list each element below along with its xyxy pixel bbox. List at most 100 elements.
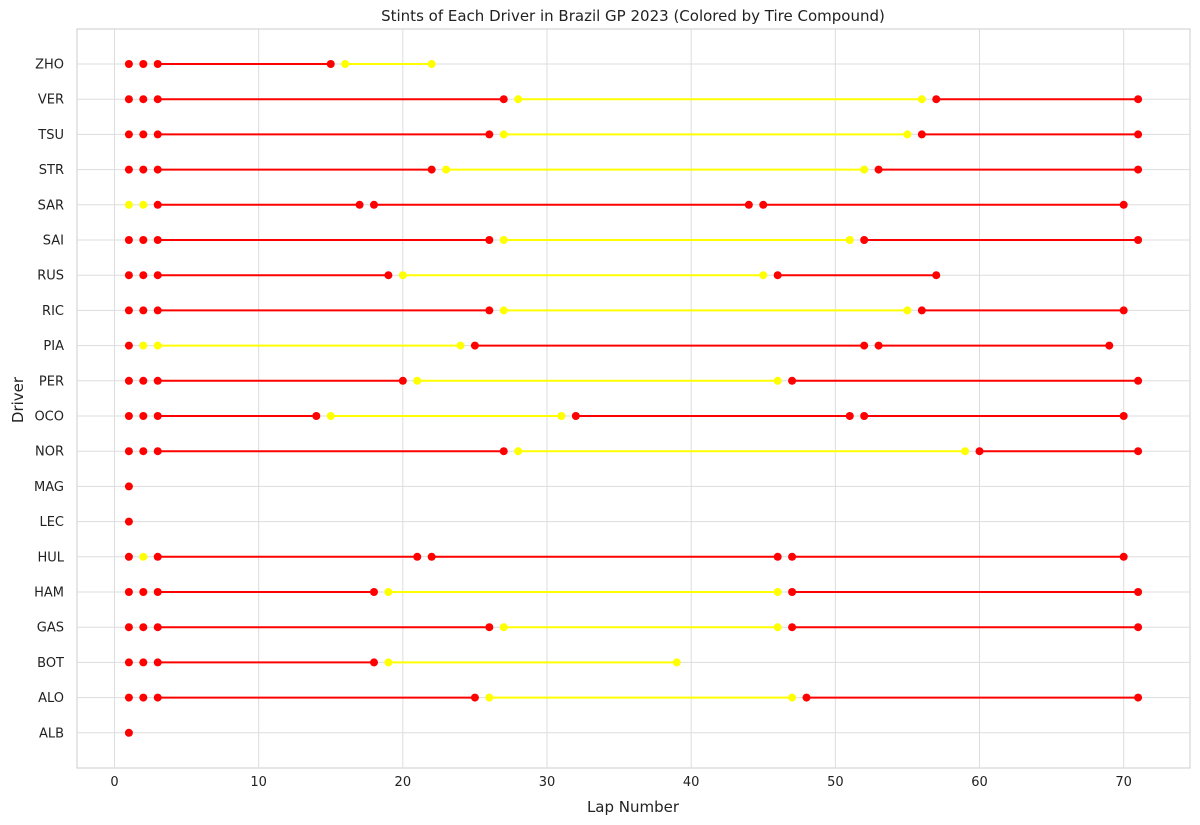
y-tick-label: ZHO [35, 58, 64, 73]
stint-endpoint [139, 306, 148, 315]
stint-endpoint [139, 693, 148, 702]
stint-endpoint [499, 306, 508, 315]
y-tick-label: STR [39, 163, 64, 178]
y-tick-label: GAS [37, 621, 64, 636]
stint-endpoint [139, 236, 148, 244]
x-tick-label: 70 [1115, 775, 1132, 790]
stint-endpoint [1134, 95, 1143, 104]
y-tick-label: MAG [34, 480, 64, 495]
y-tick-label: NOR [35, 445, 64, 460]
y-tick-label: PER [39, 374, 64, 389]
stint-endpoint [499, 447, 508, 456]
stint-endpoint [124, 482, 133, 491]
stint-endpoint [153, 200, 162, 209]
stint-endpoint [1134, 376, 1143, 385]
stint-endpoint [153, 165, 162, 174]
stint-endpoint [557, 412, 566, 420]
stint-endpoint [759, 271, 768, 280]
y-tick-label: VER [38, 93, 64, 108]
stint-endpoint [788, 552, 797, 561]
stint-endpoint [139, 341, 148, 350]
stint-endpoint [139, 60, 148, 68]
y-tick-label: SAR [38, 198, 64, 213]
stint-endpoint [845, 412, 854, 420]
stint-endpoint [413, 376, 422, 385]
stint-endpoint [1119, 552, 1128, 561]
stint-endpoint [1105, 341, 1114, 350]
stint-endpoint [427, 165, 436, 174]
stint-endpoint [369, 588, 378, 596]
stint-endpoint [413, 552, 422, 561]
x-tick-label: 0 [110, 775, 118, 790]
stint-endpoint [139, 588, 148, 596]
stint-endpoint [773, 623, 782, 632]
stint-endpoint [124, 447, 133, 456]
stint-endpoint [153, 693, 162, 702]
stint-endpoint [312, 412, 321, 420]
stint-endpoint [153, 588, 162, 596]
stint-endpoint [124, 658, 133, 667]
stint-endpoint [485, 693, 494, 702]
stint-endpoint [788, 588, 797, 596]
stint-endpoint [759, 200, 768, 209]
y-tick-labels: ZHO VER TSU STR SAR SAI RUS RIC PIA PER OCO NOR MAG L… [34, 58, 65, 742]
stint-endpoint [355, 200, 364, 209]
stint-endpoint [124, 341, 133, 350]
stint-endpoint [153, 306, 162, 315]
stint-endpoint [124, 306, 133, 315]
stint-endpoint [153, 623, 162, 632]
stint-endpoint [773, 376, 782, 385]
stint-endpoint [124, 236, 133, 244]
x-tick-label: 30 [539, 775, 556, 790]
stint-endpoint [1134, 165, 1143, 174]
stint-endpoint [139, 447, 148, 456]
stint-endpoint [932, 95, 941, 104]
stint-endpoint [153, 412, 162, 420]
stint-endpoint [153, 447, 162, 456]
stint-endpoint [1119, 306, 1128, 315]
stint-endpoint [773, 271, 782, 280]
stint-endpoint [845, 236, 854, 244]
stint-endpoint [788, 623, 797, 632]
y-tick-label: SAI [43, 234, 64, 249]
stint-endpoint [485, 236, 494, 244]
stint-endpoint [124, 693, 133, 702]
stint-endpoint [153, 95, 162, 104]
y-tick-label: HUL [37, 550, 64, 565]
stint-endpoint [398, 376, 407, 385]
stint-endpoint [860, 236, 869, 244]
stint-endpoint [485, 306, 494, 315]
x-tick-label: 60 [971, 775, 988, 790]
stint-endpoint [1119, 412, 1128, 420]
y-tick-label: ALO [38, 691, 64, 706]
stint-endpoint [672, 658, 681, 667]
stint-marks [124, 60, 1143, 737]
x-tick-label: 50 [827, 775, 844, 790]
plot-area [76, 28, 1191, 769]
stint-endpoint [384, 588, 393, 596]
stint-endpoint [860, 165, 869, 174]
stint-endpoint [139, 623, 148, 632]
stint-endpoint [903, 130, 912, 139]
stint-endpoint [1119, 200, 1128, 209]
stint-endpoint [139, 376, 148, 385]
stint-endpoint [139, 95, 148, 104]
y-axis-label: Driver [9, 376, 27, 423]
stint-endpoint [499, 236, 508, 244]
stint-endpoint [788, 376, 797, 385]
stint-endpoint [860, 341, 869, 350]
stint-endpoint [1134, 130, 1143, 139]
stint-endpoint [124, 130, 133, 139]
stint-endpoint [153, 130, 162, 139]
stint-endpoint [139, 165, 148, 174]
stint-endpoint [485, 623, 494, 632]
stint-endpoint [773, 552, 782, 561]
stint-endpoint [1134, 588, 1143, 596]
stint-endpoint [470, 341, 479, 350]
stint-endpoint [917, 306, 926, 315]
stint-endpoint [124, 623, 133, 632]
stint-endpoint [153, 271, 162, 280]
stint-endpoint [456, 341, 465, 350]
stint-endpoint [384, 271, 393, 280]
stint-endpoint [427, 552, 436, 561]
